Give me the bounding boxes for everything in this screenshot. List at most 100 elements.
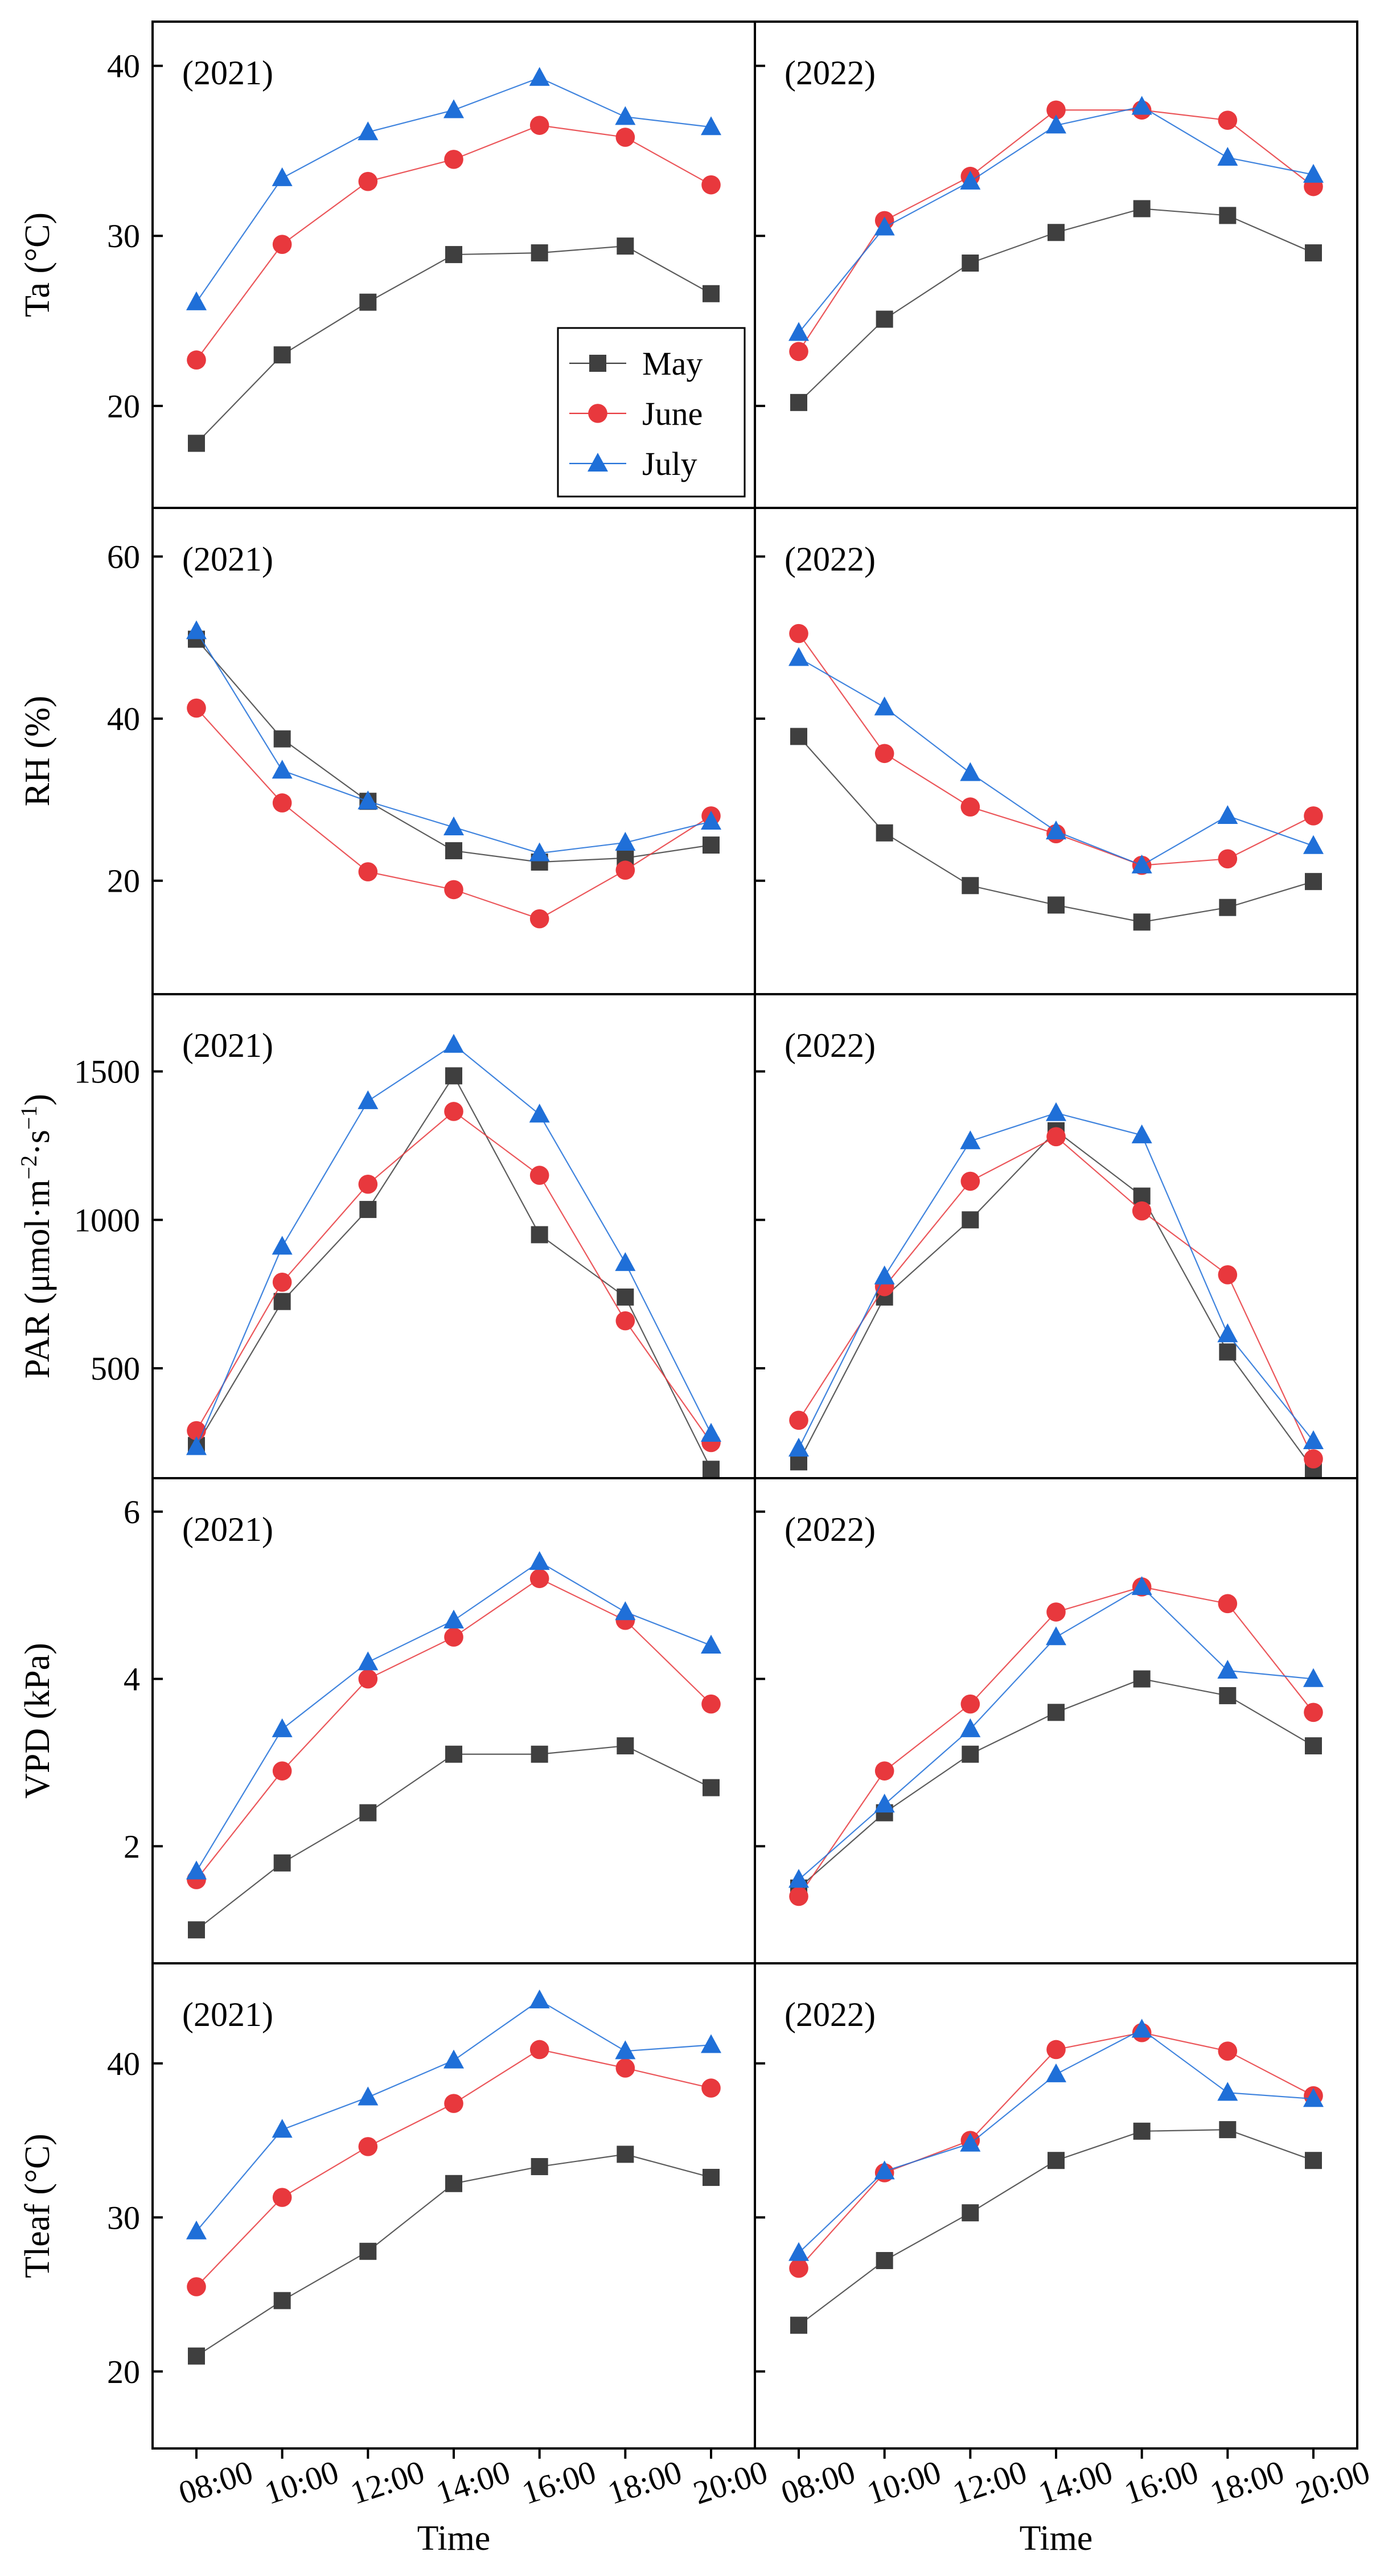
data-point-june	[444, 2094, 463, 2113]
x-tick-label: 08:00	[174, 2453, 257, 2512]
series-line-june	[196, 1110, 712, 1443]
data-point-july	[615, 1601, 636, 1621]
panel-year-label: (2021)	[182, 1027, 273, 1064]
x-tick-label: 10:00	[862, 2453, 946, 2512]
y-tick-label: 4	[124, 1661, 140, 1698]
y-axis-title: PAR (μmol·m−2·s−1)	[16, 1094, 57, 1379]
x-tick-label: 16:00	[518, 2453, 601, 2512]
series-july	[788, 1102, 1324, 1457]
data-point-june	[1304, 1703, 1323, 1722]
series-may	[790, 200, 1322, 411]
data-point-may	[273, 730, 291, 748]
data-point-june	[789, 2258, 808, 2278]
series-may	[188, 1067, 720, 1478]
data-point-may	[445, 1745, 462, 1763]
data-point-may	[273, 1293, 291, 1310]
data-point-may	[531, 1226, 548, 1244]
y-tick-label: 6	[124, 1494, 140, 1531]
data-point-june	[1304, 806, 1323, 826]
data-point-june	[789, 1410, 808, 1430]
data-point-july	[443, 2049, 464, 2069]
data-point-june	[272, 2188, 292, 2207]
x-tick-label: 12:00	[948, 2453, 1031, 2512]
data-point-june	[1218, 110, 1238, 130]
legend-marker	[589, 355, 606, 372]
data-point-may	[1048, 2152, 1065, 2169]
data-point-june	[1046, 1127, 1066, 1147]
data-point-july	[443, 99, 464, 118]
data-point-july	[1046, 1102, 1066, 1121]
panel-ta-1: (2021) 20 30 40	[107, 20, 756, 509]
series-june	[789, 2023, 1323, 2278]
data-point-june	[358, 1669, 378, 1689]
data-point-june	[1304, 1449, 1323, 1469]
data-point-july	[788, 322, 809, 341]
series-june	[789, 1577, 1323, 1906]
x-axis-title: Time	[1020, 2519, 1093, 2558]
series-may	[790, 728, 1322, 931]
data-point-july	[272, 760, 293, 779]
x-tick-label: 12:00	[346, 2453, 429, 2512]
y-axis-title: Tleaf (°C)	[18, 2134, 57, 2278]
data-point-may	[359, 1804, 377, 1822]
data-point-june	[272, 1761, 292, 1781]
data-point-july	[960, 2132, 981, 2152]
data-point-may	[531, 1745, 548, 1763]
data-point-july	[960, 762, 981, 781]
data-point-june	[272, 1273, 292, 1292]
data-point-june	[358, 862, 378, 881]
data-point-july	[1303, 835, 1324, 854]
data-point-may	[273, 1854, 291, 1872]
data-point-may	[1219, 899, 1237, 916]
data-point-june	[701, 2078, 721, 2098]
data-point-june	[272, 793, 292, 813]
data-point-may	[188, 434, 205, 452]
data-point-july	[701, 116, 721, 136]
x-tick-label: 10:00	[260, 2453, 343, 2512]
data-point-july	[1217, 805, 1238, 825]
data-point-may	[1133, 1670, 1151, 1688]
series-june	[187, 2040, 721, 2296]
panel-year-label: (2022)	[785, 1027, 876, 1064]
series-may	[188, 1737, 720, 1939]
data-point-july	[788, 647, 809, 666]
y-axis-title-part: PAR (μmol·m	[18, 1179, 57, 1379]
data-point-june	[187, 2277, 206, 2296]
y-tick-label: 20	[107, 388, 140, 425]
data-point-july	[358, 121, 379, 141]
data-point-may	[962, 2204, 979, 2222]
data-point-may	[188, 1921, 205, 1939]
data-point-june	[701, 1694, 721, 1714]
data-point-may	[617, 1737, 634, 1755]
data-point-may	[1219, 1687, 1237, 1704]
data-point-june	[358, 171, 378, 191]
panel-year-label: (2022)	[785, 1511, 876, 1548]
data-point-july	[788, 1869, 809, 1888]
series-line-july	[798, 1112, 1314, 1449]
series-july	[186, 1033, 721, 1455]
series-july	[186, 67, 721, 310]
data-point-july	[1303, 1668, 1324, 1687]
data-point-june	[187, 698, 206, 718]
data-point-june	[529, 1166, 549, 1185]
data-point-july	[701, 1634, 721, 1654]
data-point-july	[615, 1252, 636, 1271]
data-point-june	[272, 235, 292, 254]
data-point-may	[962, 255, 979, 272]
series-may	[188, 2146, 720, 2365]
data-point-may	[1133, 913, 1151, 931]
series-line-june	[196, 2049, 712, 2287]
data-point-june	[874, 744, 894, 764]
data-point-july	[443, 816, 464, 835]
data-point-july	[788, 1437, 809, 1457]
data-point-july	[1303, 2088, 1324, 2107]
data-point-july	[1131, 854, 1152, 873]
panel-rh-1: (2021) 20 40 60	[107, 507, 756, 995]
data-point-june	[358, 1174, 378, 1194]
y-tick-label: 30	[107, 218, 140, 255]
data-point-july	[443, 1033, 464, 1053]
data-point-may	[359, 2242, 377, 2260]
data-point-july	[874, 1793, 895, 1813]
panel-rh-2: (2022)	[754, 507, 1358, 995]
